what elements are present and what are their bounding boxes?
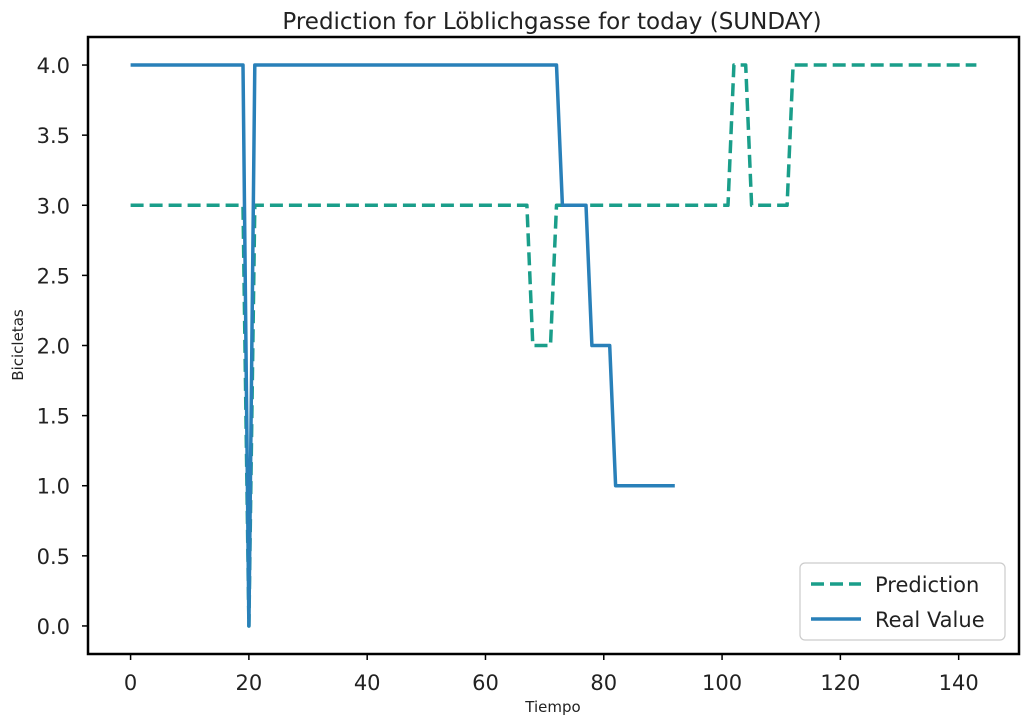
y-tick-label: 1.0 <box>37 475 70 499</box>
chart-title: Prediction for Löblichgasse for today (S… <box>282 9 821 35</box>
series-line-real-value <box>130 63 675 628</box>
series-line-prediction <box>130 63 977 628</box>
x-tick-label: 140 <box>939 671 979 695</box>
y-tick-label: 4.0 <box>37 54 70 78</box>
y-tick-label: 0.0 <box>37 615 70 639</box>
y-tick-label: 0.5 <box>37 545 70 569</box>
legend-label-real-value: Real Value <box>875 608 985 632</box>
x-axis-ticks: 0 20 40 60 80 100 120 140 <box>124 654 979 695</box>
x-axis-label: Tiempo <box>524 698 580 716</box>
x-tick-label: 60 <box>472 671 499 695</box>
y-tick-label: 3.0 <box>37 194 70 218</box>
legend: Prediction Real Value <box>799 562 1006 641</box>
y-tick-label: 1.5 <box>37 405 70 429</box>
y-tick-label: 2.5 <box>37 264 70 288</box>
x-tick-label: 120 <box>820 671 860 695</box>
x-tick-label: 40 <box>354 671 381 695</box>
y-axis-label: Bicicletas <box>9 309 27 381</box>
x-tick-label: 20 <box>236 671 263 695</box>
plot-frame <box>86 35 1021 656</box>
x-tick-label: 100 <box>702 671 742 695</box>
x-tick-label: 80 <box>590 671 617 695</box>
y-tick-label: 2.0 <box>37 335 70 359</box>
x-tick-label: 0 <box>124 671 137 695</box>
series-lines <box>130 63 977 628</box>
y-axis-ticks: 0.0 0.5 1.0 1.5 2.0 2.5 3.0 3.5 4.0 <box>37 54 88 639</box>
y-tick-label: 3.5 <box>37 124 70 148</box>
legend-label-prediction: Prediction <box>875 573 979 597</box>
